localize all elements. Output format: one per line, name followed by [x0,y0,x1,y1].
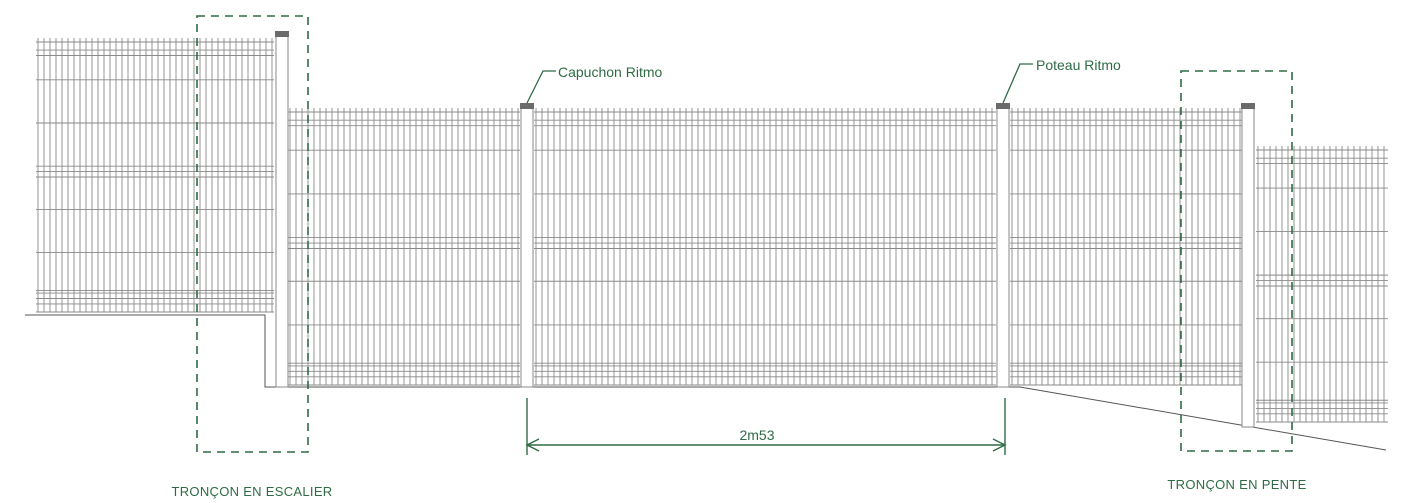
fence-post [520,107,534,388]
fence-posts [275,31,1255,428]
fence-panel-lower [1256,146,1388,423]
fence-panel [534,108,996,386]
slope-section-label: TRONÇON EN PENTE [1167,477,1306,492]
fence-panel-upper [36,38,274,313]
fence-panel [1010,108,1242,386]
post-label: Poteau Ritmo [1036,57,1121,73]
fence-post [996,107,1010,388]
fence-panel [288,108,520,386]
post-leader-line [1002,63,1033,104]
post-cap [1241,103,1255,109]
post-cap [520,103,534,109]
post-cap [275,31,289,37]
cap-label: Capuchon Ritmo [558,64,662,80]
fence-panels [36,38,1388,423]
cap-leader-line [526,70,556,104]
stair-section-label: TRONÇON EN ESCALIER [171,484,332,499]
fence-post [1241,107,1255,428]
post-cap [996,103,1010,109]
dimension-label: 2m53 [739,427,774,443]
stair-section-box [196,15,309,453]
dimension-marker [525,398,1007,455]
fence-post [275,35,289,388]
ground-line [25,314,1387,451]
slope-section-box [1180,70,1293,452]
